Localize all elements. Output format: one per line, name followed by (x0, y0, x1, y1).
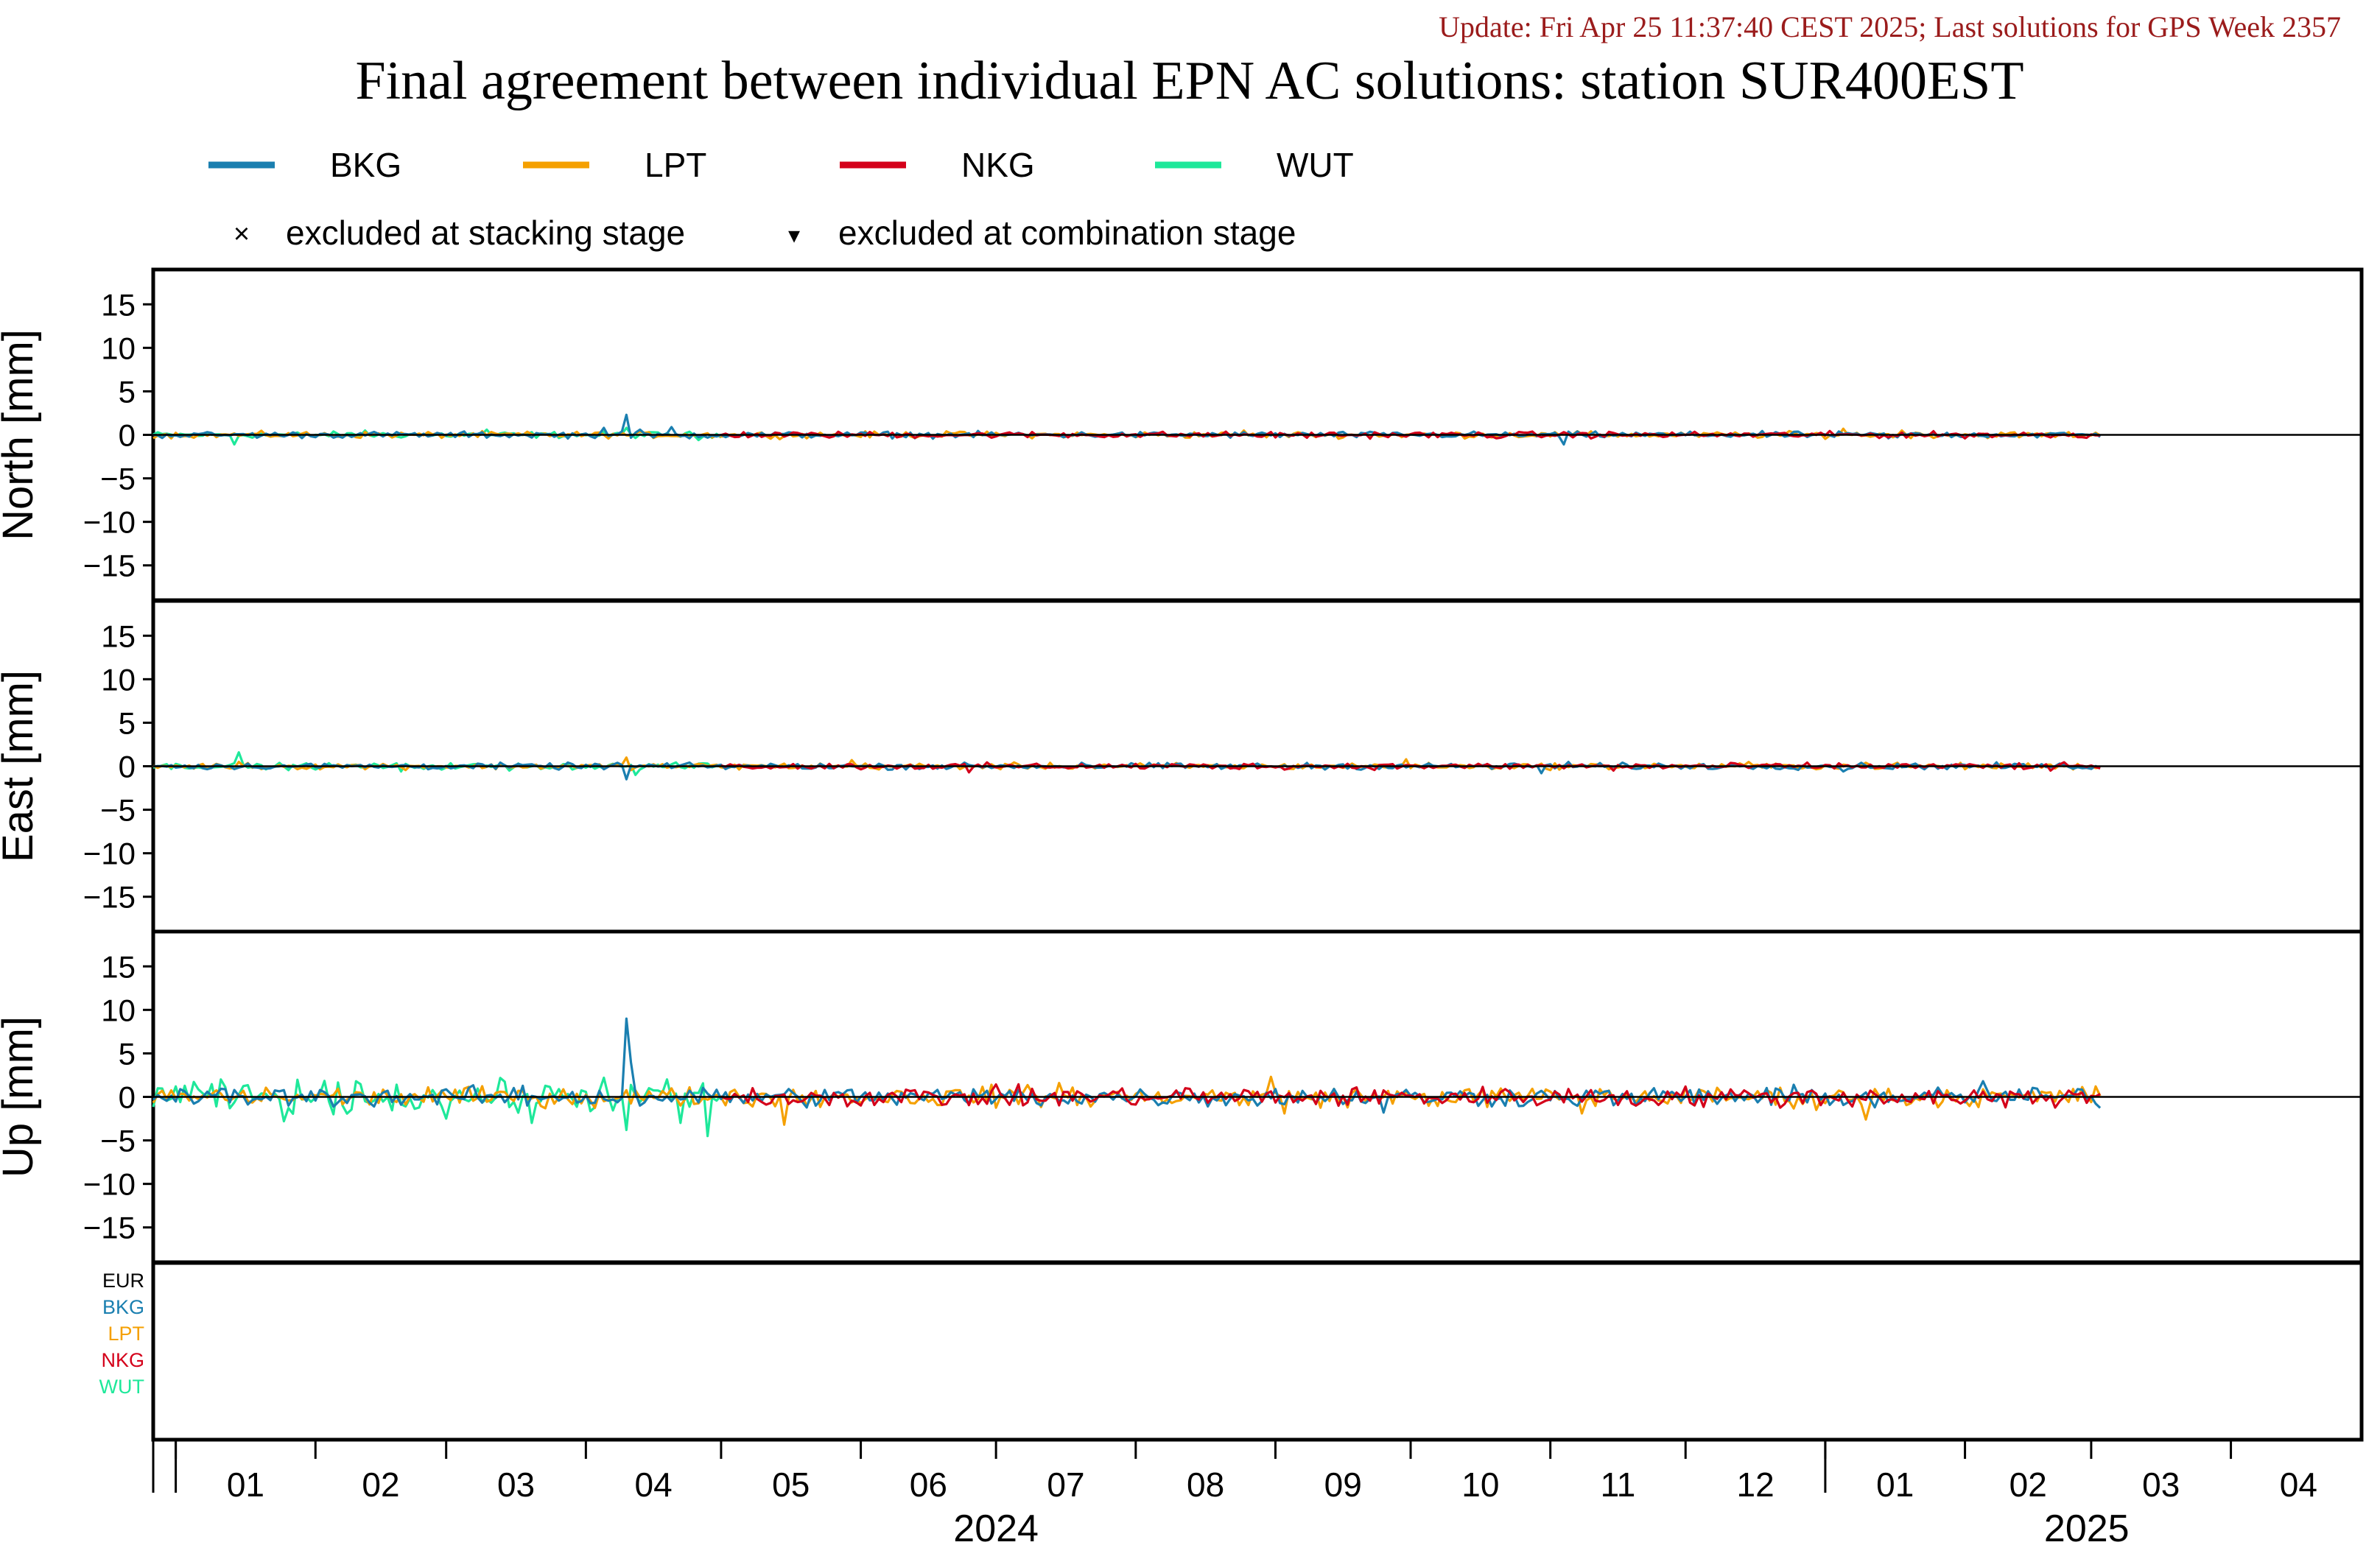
legend: BKG LPT NKG WUT × excluded at stacking stage ▾… (208, 146, 1354, 252)
x-month-label: 05 (772, 1465, 810, 1504)
y-axis-label: East [mm] (0, 670, 42, 862)
y-tick-label: −15 (83, 1211, 136, 1245)
x-month-label: 10 (1461, 1465, 1499, 1504)
y-tick-label: 0 (119, 418, 136, 453)
panel-up: 15 10 5 0 −5 −10 −15 Up [mm] (0, 929, 2364, 1264)
y-tick-label: 15 (101, 949, 136, 984)
plot-panels: 15 10 5 0 −5 −10 −15 North [mm] 15 10 5 0 −5 −10 −15 Ea… (0, 267, 2364, 1264)
y-tick-label: 5 (119, 1036, 136, 1071)
series-line-bkg (152, 413, 2102, 446)
info-label-eur: EUR (102, 1270, 144, 1292)
info-label-lpt: LPT (108, 1323, 144, 1345)
panel-north: 15 10 5 0 −5 −10 −15 North [mm] (0, 267, 2364, 602)
update-text: Update: Fri Apr 25 11:37:40 CEST 2025; L… (1439, 10, 2341, 43)
y-tick-label: −15 (83, 549, 136, 583)
y-tick-label: 10 (101, 331, 136, 365)
y-tick-label: 15 (101, 287, 136, 322)
info-panel: EUR BKG LPT NKG WUT (99, 1261, 2364, 1442)
y-axis-label: North [mm] (0, 329, 42, 541)
x-month-label: 02 (2009, 1465, 2047, 1504)
y-tick-label: −15 (83, 880, 136, 915)
combination-marker: ▾ (788, 222, 800, 248)
x-year-label: 2025 (2044, 1507, 2130, 1545)
legend-label-wut: WUT (1277, 146, 1354, 184)
x-year-label: 2024 (953, 1507, 1039, 1545)
legend-label-lpt: LPT (645, 146, 706, 184)
y-tick-label: 0 (119, 1080, 136, 1115)
info-label-bkg: BKG (102, 1296, 144, 1318)
y-tick-label: −5 (100, 793, 136, 828)
combination-label: excluded at combination stage (838, 214, 1296, 252)
x-month-label: 03 (2142, 1465, 2180, 1504)
y-tick-label: −10 (83, 505, 136, 540)
x-month-label: 04 (635, 1465, 673, 1504)
info-label-wut: WUT (99, 1376, 144, 1398)
y-tick-label: 10 (101, 662, 136, 697)
y-tick-label: −10 (83, 837, 136, 871)
x-month-label: 09 (1324, 1465, 1362, 1504)
x-axis: 01 02 03 04 05 06 07 08 09 10 11 12 01 02 03 04 2024 2025 (152, 1440, 2317, 1545)
legend-label-bkg: BKG (330, 146, 401, 184)
y-tick-label: −10 (83, 1167, 136, 1202)
y-tick-label: 0 (119, 750, 136, 784)
legend-label-nkg: NKG (961, 146, 1035, 184)
x-month-label: 08 (1187, 1465, 1224, 1504)
y-tick-label: −5 (100, 462, 136, 496)
y-tick-label: 5 (119, 705, 136, 740)
info-label-nkg: NKG (101, 1349, 144, 1371)
chart-title: Final agreement between individual EPN A… (355, 51, 2023, 111)
y-tick-label: 10 (101, 993, 136, 1027)
x-month-label: 06 (910, 1465, 947, 1504)
panel-east: 15 10 5 0 −5 −10 −15 East [mm] (0, 599, 2364, 934)
x-month-label: 11 (1601, 1465, 1636, 1504)
y-tick-label: 5 (119, 374, 136, 409)
x-month-label: 04 (2280, 1465, 2317, 1504)
x-month-label: 03 (497, 1465, 535, 1504)
x-month-label: 01 (227, 1465, 264, 1504)
info-panel-frame (151, 1261, 2364, 1442)
y-axis-label: Up [mm] (0, 1016, 42, 1178)
y-tick-label: 15 (101, 619, 136, 653)
x-month-label: 01 (1876, 1465, 1914, 1504)
stacking-label: excluded at stacking stage (286, 214, 685, 252)
y-tick-label: −5 (100, 1124, 136, 1158)
x-month-label: 02 (362, 1465, 399, 1504)
x-month-label: 12 (1736, 1465, 1774, 1504)
x-month-label: 07 (1047, 1465, 1084, 1504)
series-line-wut (152, 1076, 723, 1138)
stacking-marker: × (234, 219, 250, 250)
